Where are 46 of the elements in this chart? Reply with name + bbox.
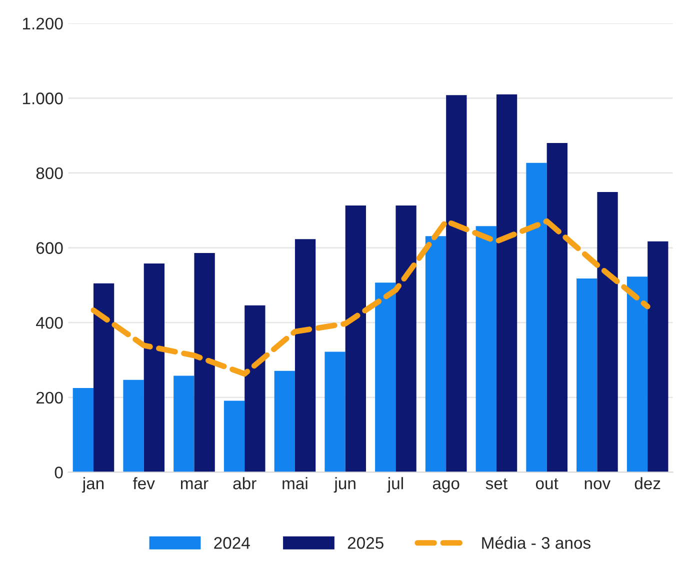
bar bbox=[597, 192, 618, 472]
bar bbox=[194, 253, 215, 472]
x-tick-label: mar bbox=[180, 480, 208, 490]
y-tick-label: 1.000 bbox=[23, 92, 63, 104]
bar bbox=[526, 162, 547, 472]
bar bbox=[72, 388, 94, 472]
bar bbox=[375, 282, 396, 472]
x-tick-label: jul bbox=[386, 477, 403, 493]
bar bbox=[626, 276, 648, 472]
bar bbox=[576, 278, 598, 472]
y-tick-label: 0 bbox=[54, 466, 63, 478]
y-tick-label: 800 bbox=[36, 167, 63, 180]
bar bbox=[294, 239, 316, 472]
bar bbox=[123, 380, 144, 472]
y-tick-label: 200 bbox=[36, 392, 63, 404]
y-tick-label: 400 bbox=[36, 316, 63, 329]
x-tick-label: abr bbox=[233, 477, 256, 490]
y-tick-label: 1.200 bbox=[23, 18, 63, 30]
x-tick-label: out bbox=[536, 478, 558, 490]
x-tick-label: ago bbox=[432, 480, 460, 493]
bar bbox=[224, 400, 245, 472]
bar bbox=[546, 143, 568, 472]
bar bbox=[244, 305, 266, 472]
bar bbox=[425, 236, 446, 472]
x-tick-label: mai bbox=[282, 477, 308, 490]
legend-label: 2024 bbox=[214, 537, 250, 549]
bar bbox=[446, 95, 467, 472]
bar bbox=[274, 370, 295, 472]
bar bbox=[476, 226, 496, 472]
legend-label: 2025 bbox=[348, 537, 384, 549]
bar bbox=[345, 206, 366, 472]
bar bbox=[496, 94, 518, 472]
bar bbox=[174, 376, 194, 472]
bar bbox=[648, 241, 668, 472]
x-tick-label: dez bbox=[634, 477, 660, 490]
bar bbox=[93, 283, 114, 472]
bar bbox=[396, 206, 416, 472]
x-tick-label: jun bbox=[334, 477, 356, 493]
bar bbox=[144, 263, 165, 472]
x-tick-label: jan bbox=[82, 477, 104, 493]
x-tick-label: fev bbox=[132, 477, 155, 490]
bar bbox=[324, 352, 346, 472]
y-tick-label: 600 bbox=[36, 242, 63, 254]
x-tick-label: nov bbox=[584, 480, 611, 490]
x-tick-label: set bbox=[486, 478, 508, 490]
legend-label: Média - 3 anos bbox=[482, 536, 590, 549]
